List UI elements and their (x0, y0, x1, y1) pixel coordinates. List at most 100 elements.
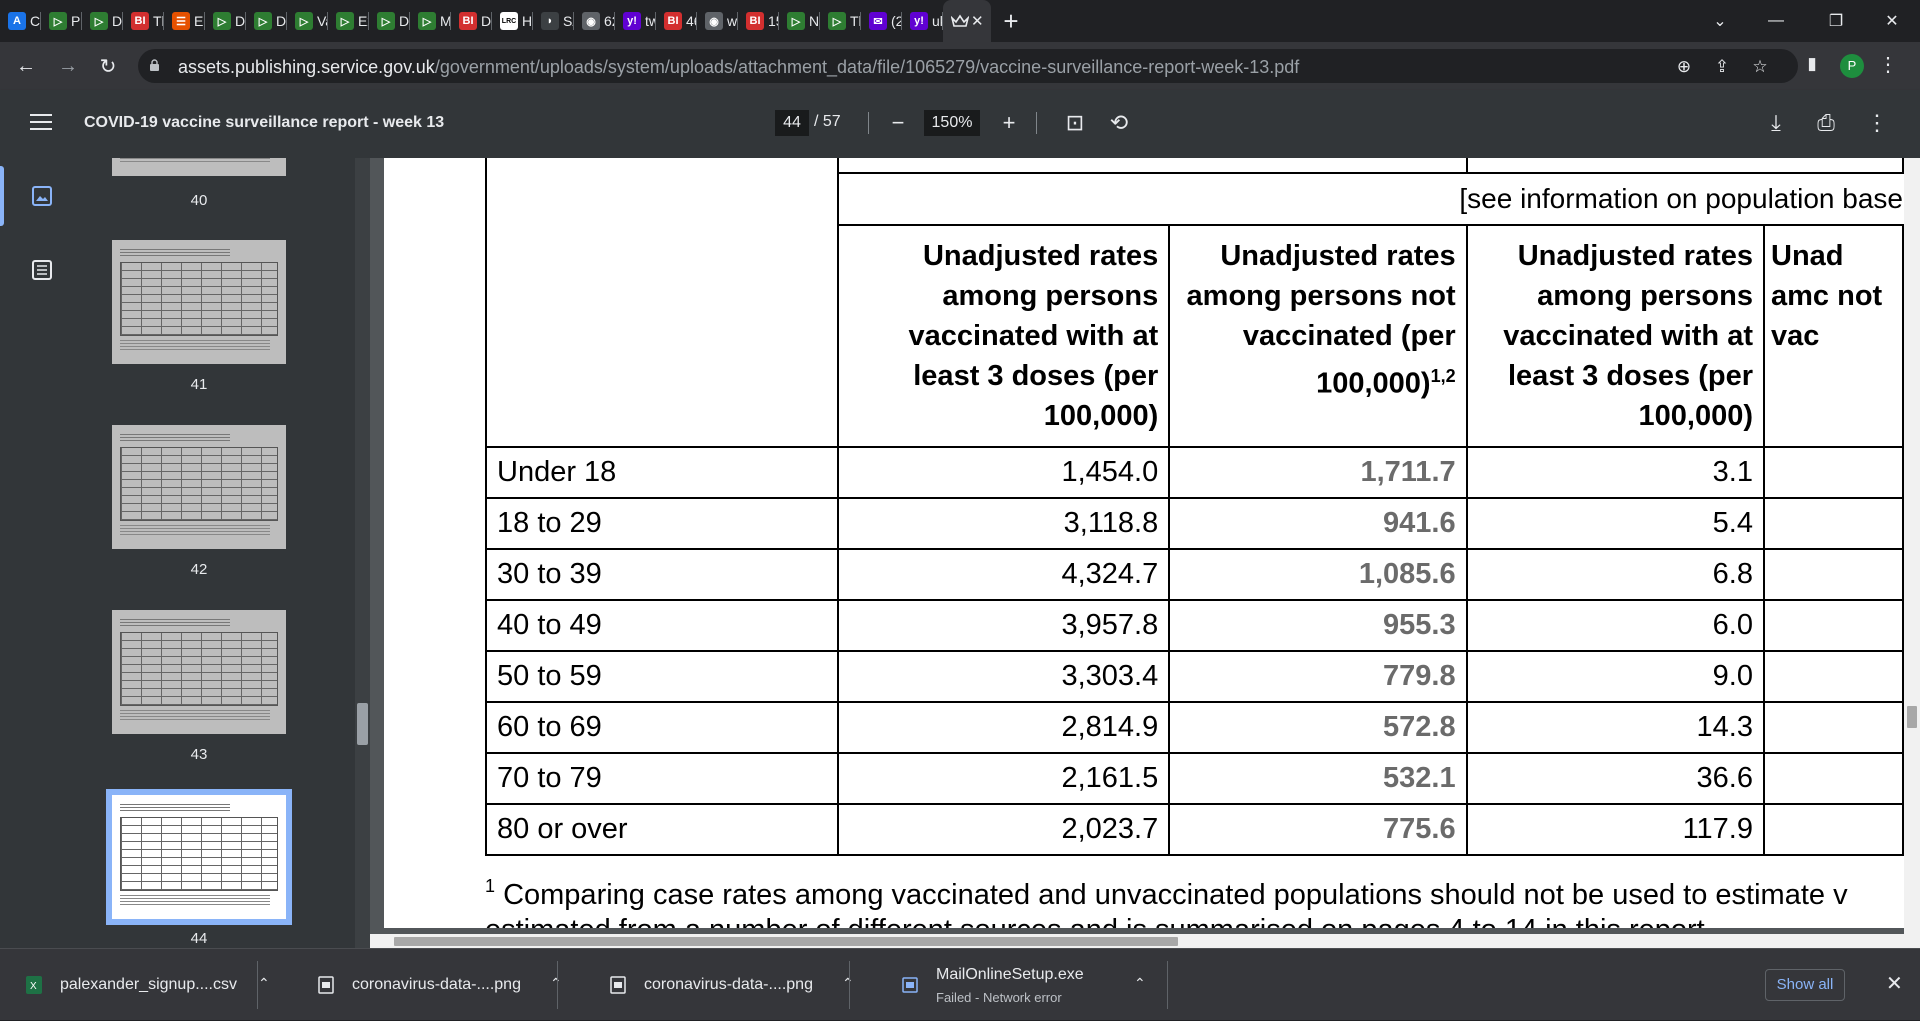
download-icon[interactable]: ⤓ (1771, 110, 1781, 135)
restore-button[interactable]: ❐ (1828, 13, 1844, 30)
page-thumbnail[interactable] (112, 158, 286, 176)
thumbnails-tab[interactable] (0, 166, 84, 226)
browser-tab[interactable]: ▷Va (287, 0, 328, 42)
back-button[interactable]: ← (16, 54, 36, 77)
footnote-continued: estimated from a number of different sou… (485, 914, 1705, 928)
download-item[interactable]: coronavirus-data-....png ⌃ (584, 949, 854, 1021)
table-row: Under 18 1,454.0 1,711.7 3.1 (485, 446, 1904, 499)
new-tab-button[interactable]: + (1003, 6, 1019, 36)
browser-tab[interactable]: BITh (123, 0, 164, 42)
close-shelf-icon[interactable]: ✕ (1886, 973, 1903, 995)
pdf-title: COVID-19 vaccine surveillance report - w… (84, 114, 445, 131)
page-number-input[interactable]: 44 (775, 110, 809, 136)
rate-cell: 775.6 (1168, 803, 1468, 856)
browser-menu-icon[interactable]: ⋮ (1878, 54, 1898, 76)
tab-active[interactable]: ✕ (943, 0, 991, 42)
rate-cell (1763, 446, 1904, 499)
rate-cell: 36.6 (1465, 752, 1766, 805)
browser-tab[interactable]: ▷ M (410, 0, 451, 42)
tab-title: Ed (194, 13, 205, 29)
bi-icon: BI (664, 12, 682, 30)
chevron-up-icon[interactable]: ⌃ (550, 975, 562, 991)
download-name: coronavirus-data-....png (352, 976, 521, 993)
browser-tab[interactable]: y!uk (902, 0, 943, 42)
show-all-button[interactable]: Show all (1765, 969, 1845, 1001)
rss-icon: ☰ (172, 12, 190, 30)
print-icon[interactable]: ⎙ (1817, 110, 1835, 135)
fit-page-icon[interactable]: ⊡ (1065, 110, 1085, 135)
browser-tab[interactable]: ▷ Dis (205, 0, 246, 42)
image-file-icon (318, 976, 334, 994)
close-tab-icon[interactable]: ✕ (971, 13, 984, 30)
browser-tab[interactable]: ▷Pe (41, 0, 82, 42)
browser-tab[interactable]: BIDe (451, 0, 492, 42)
page-thumbnail-active[interactable] (106, 789, 292, 925)
browser-tab[interactable]: ACC (0, 0, 41, 42)
browser-tab[interactable]: ◉ww (697, 0, 738, 42)
outline-tab[interactable] (0, 240, 84, 300)
play-icon: ▷ (787, 12, 805, 30)
browser-tab[interactable]: ▷Nc (779, 0, 820, 42)
table-row: 40 to 49 3,957.8 955.3 6.0 (485, 599, 1904, 652)
tab-search-icon[interactable]: ⌄ (1713, 13, 1727, 30)
browser-tab[interactable]: ◉62 (574, 0, 615, 42)
lock-icon (150, 59, 159, 71)
profile-avatar[interactable]: P (1840, 54, 1864, 78)
address-bar[interactable]: assets.publishing.service.gov.uk/governm… (138, 49, 1798, 83)
age-label: 40 to 49 (485, 599, 839, 652)
zoom-out-icon[interactable]: − (891, 110, 905, 135)
chevron-up-icon[interactable]: ⌃ (1134, 975, 1146, 991)
yahoo-icon: y! (910, 12, 928, 30)
bookmark-star-icon[interactable]: ☆ (1752, 57, 1768, 76)
minimize-button[interactable]: — (1768, 12, 1784, 29)
rate-cell: 3.1 (1465, 446, 1766, 499)
rate-cell: 4,324.7 (836, 548, 1171, 601)
rate-cell: 2,161.5 (836, 752, 1171, 805)
browser-tab[interactable]: ▷Th (820, 0, 861, 42)
crown-icon (951, 12, 969, 30)
browser-tab[interactable]: LRCHc (492, 0, 533, 42)
download-item[interactable]: coronavirus-data-....png ⌃ (292, 949, 562, 1021)
browser-tab[interactable]: ☰Ed (164, 0, 205, 42)
download-item[interactable]: MailOnlineSetup.exe Failed - Network err… (876, 949, 1168, 1021)
page-thumbnail[interactable] (112, 610, 286, 734)
sidebar-scrollbar[interactable] (355, 158, 370, 948)
download-item[interactable]: X palexander_signup....csv ⌃ (0, 949, 270, 1021)
vertical-scrollbar[interactable] (1904, 158, 1920, 934)
page-thumbnail[interactable] (112, 240, 286, 364)
rate-cell: 5.4 (1465, 497, 1766, 550)
zoom-level-input[interactable]: 150% (924, 110, 980, 136)
chevron-up-icon[interactable]: ⌃ (842, 975, 854, 991)
page-thumbnail[interactable] (112, 425, 286, 549)
more-options-icon[interactable]: ⋮ (1866, 110, 1888, 135)
browser-tab[interactable]: ▷Dr (82, 0, 123, 42)
tab-title: ww (727, 13, 738, 29)
pdf-menu-icon[interactable] (30, 114, 52, 132)
browser-tab[interactable]: ◗SA (533, 0, 574, 42)
browser-tab[interactable]: ▷Ex (328, 0, 369, 42)
play-icon: ▷ (295, 12, 313, 30)
rotate-icon[interactable]: ⟲ (1109, 110, 1129, 135)
tab-title: 15 (768, 13, 779, 29)
chevron-up-icon[interactable]: ⌃ (258, 975, 270, 991)
share-icon[interactable]: ⇪ (1714, 57, 1730, 76)
close-window-button[interactable]: ✕ (1885, 13, 1899, 30)
side-panel-icon[interactable]: ▮ (1807, 54, 1817, 73)
browser-tab[interactable]: ✉ (2 (861, 0, 902, 42)
tab-title: Va (317, 13, 328, 29)
play-icon: ▷ (418, 12, 436, 30)
browser-tab[interactable]: ▷Dr (246, 0, 287, 42)
browser-tab[interactable]: BI15 (738, 0, 779, 42)
zoom-icon[interactable]: ⊕ (1676, 57, 1692, 76)
svg-text:X: X (30, 981, 37, 992)
pdf-viewer[interactable]: [see information on population base Unad… (370, 158, 1920, 948)
forward-button[interactable]: → (58, 54, 78, 77)
horizontal-scrollbar[interactable] (370, 934, 1920, 948)
browser-tab[interactable]: BI46 (656, 0, 697, 42)
zoom-in-icon[interactable]: + (1002, 110, 1016, 135)
browser-tab[interactable]: ▷DC (369, 0, 410, 42)
browser-tab[interactable]: y! tw (615, 0, 656, 42)
reload-button[interactable]: ↻ (99, 55, 117, 78)
tab-strip: ACC▷Pe▷DrBITh☰Ed▷Dis▷Dr▷Va▷Ex▷DC▷MBIDeLR… (0, 0, 1920, 42)
column-header-text: Unadjusted rates among persons not vacci… (1186, 240, 1456, 400)
